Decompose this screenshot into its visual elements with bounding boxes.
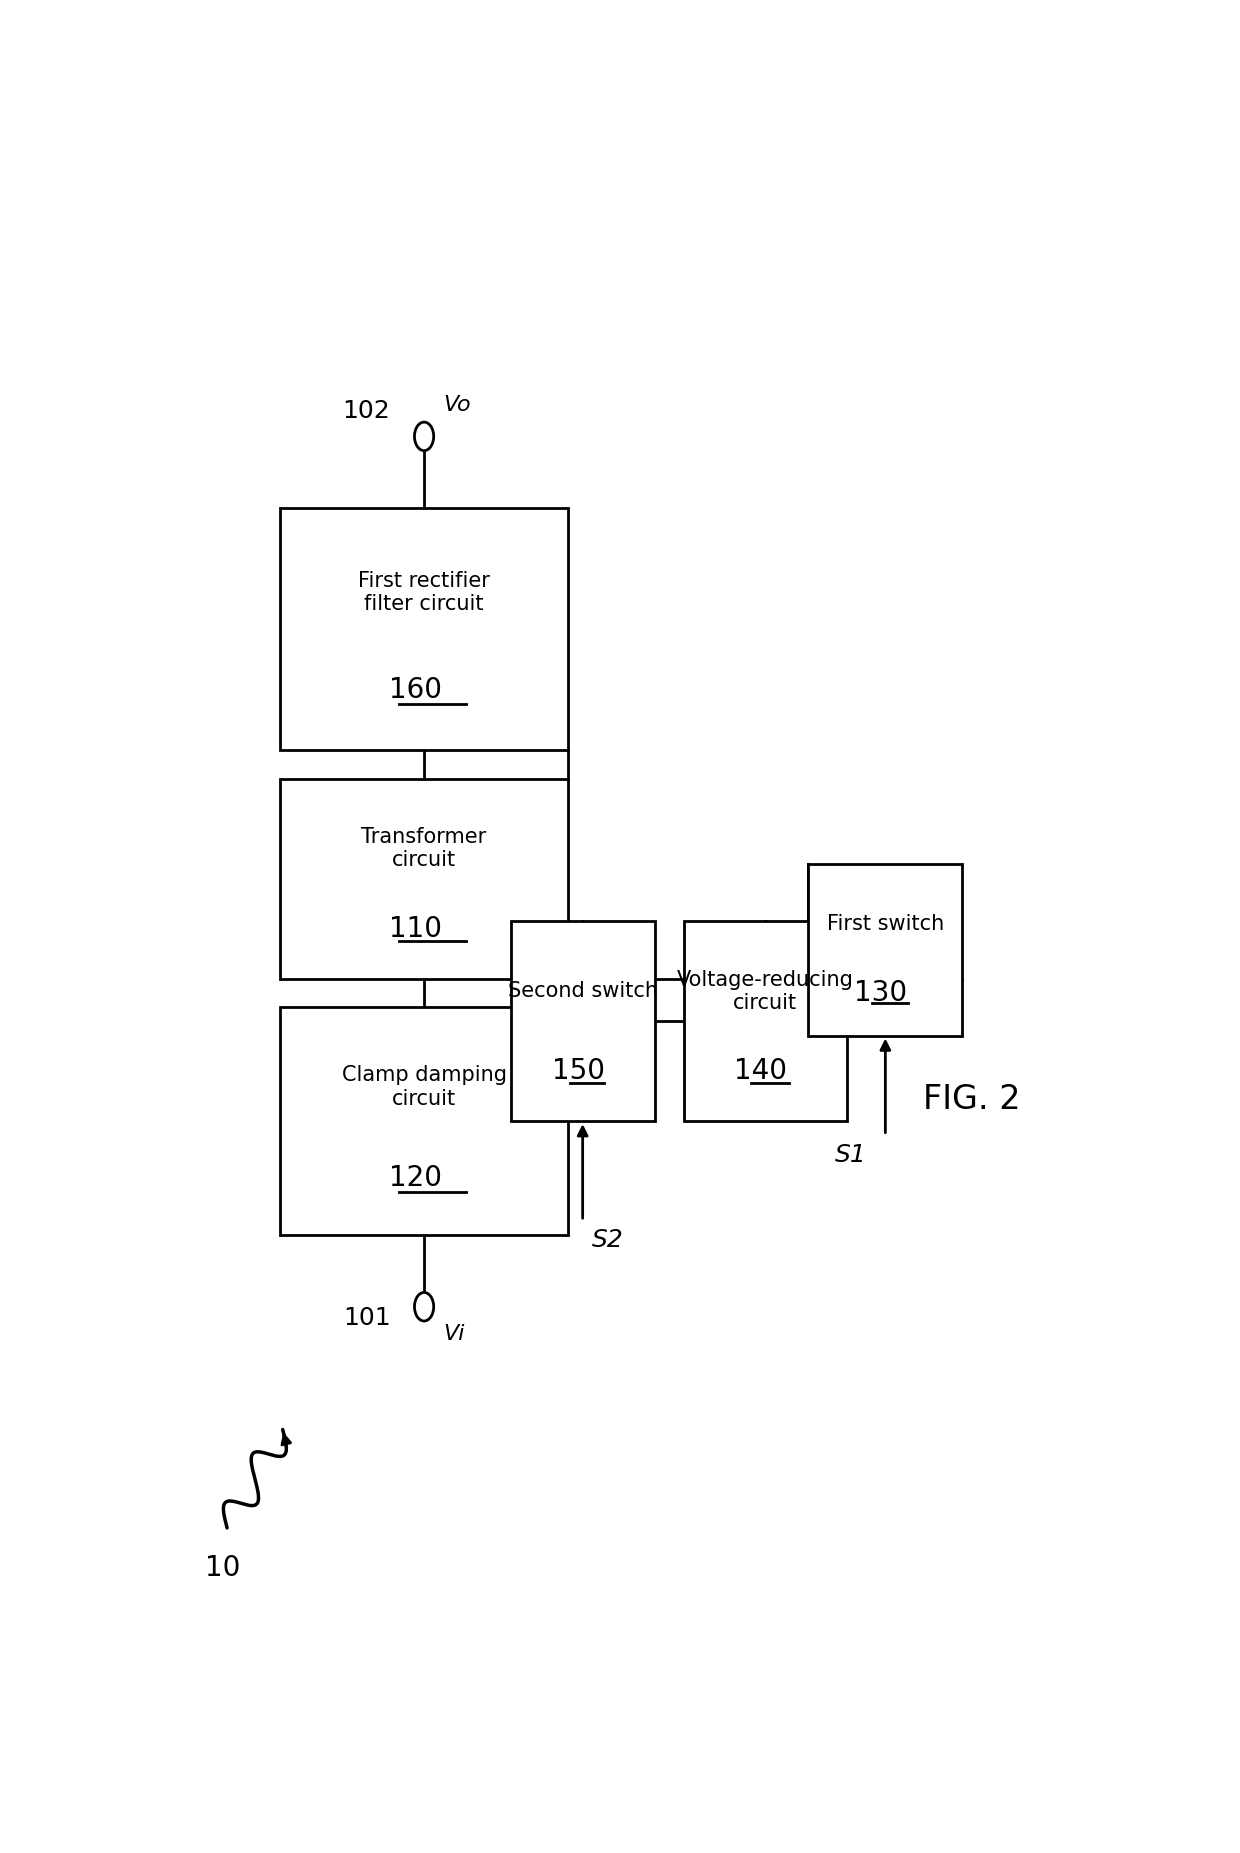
Text: 102: 102 — [342, 398, 391, 422]
Text: 150: 150 — [552, 1058, 605, 1086]
Text: Vo: Vo — [444, 395, 471, 415]
Text: First switch: First switch — [827, 914, 944, 934]
Text: 101: 101 — [342, 1306, 391, 1330]
FancyBboxPatch shape — [280, 778, 568, 978]
Text: 130: 130 — [854, 978, 908, 1006]
Text: Vi: Vi — [444, 1323, 465, 1343]
Text: Voltage-reducing
circuit: Voltage-reducing circuit — [677, 969, 853, 1014]
Text: Transformer
circuit: Transformer circuit — [361, 826, 487, 871]
FancyBboxPatch shape — [511, 921, 655, 1121]
Text: FIG. 2: FIG. 2 — [923, 1084, 1021, 1116]
Text: 110: 110 — [389, 915, 441, 943]
FancyBboxPatch shape — [280, 508, 568, 750]
Text: 120: 120 — [389, 1164, 441, 1191]
FancyBboxPatch shape — [280, 1006, 568, 1236]
Text: S2: S2 — [593, 1229, 624, 1253]
Text: 160: 160 — [389, 676, 441, 704]
Text: Clamp damping
circuit: Clamp damping circuit — [341, 1065, 507, 1108]
Text: Second switch: Second switch — [507, 982, 657, 1001]
FancyBboxPatch shape — [683, 921, 847, 1121]
Text: 140: 140 — [734, 1058, 787, 1086]
Circle shape — [414, 1293, 434, 1321]
Text: First rectifier
filter circuit: First rectifier filter circuit — [358, 571, 490, 613]
Circle shape — [414, 422, 434, 450]
Text: 10: 10 — [205, 1553, 241, 1582]
Text: S1: S1 — [835, 1143, 866, 1167]
FancyBboxPatch shape — [808, 863, 962, 1036]
